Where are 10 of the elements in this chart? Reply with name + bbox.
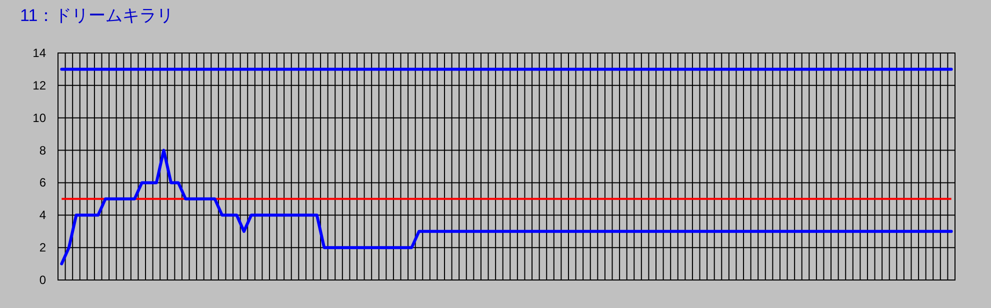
line-series — [60, 148, 953, 266]
chart-title: 11：ドリームキラリ — [20, 6, 174, 25]
y-tick-label: 10 — [32, 110, 46, 125]
y-tick-label: 6 — [39, 176, 46, 190]
y-tick-label: 0 — [39, 273, 46, 287]
y-tick-label: 2 — [39, 240, 46, 255]
y-tick-label: 14 — [32, 46, 46, 60]
y-tick-label: 12 — [32, 78, 46, 92]
y-tick-label: 8 — [39, 143, 46, 158]
y-tick-label: 4 — [39, 208, 46, 222]
